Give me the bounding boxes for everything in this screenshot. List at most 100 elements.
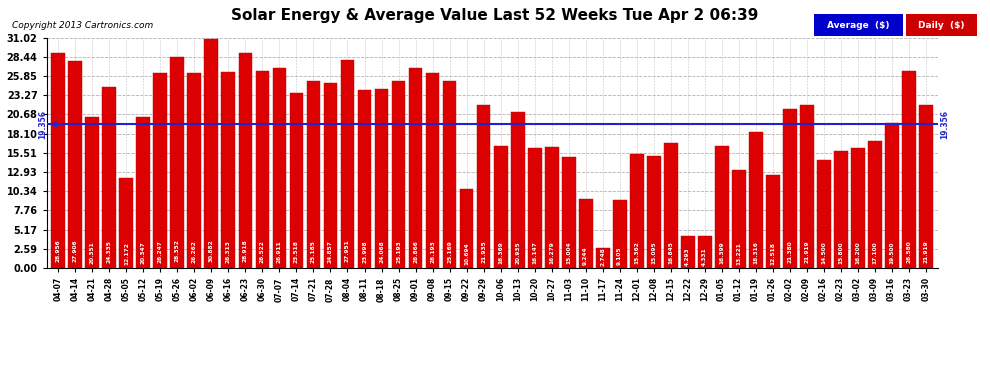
Text: 23.518: 23.518 xyxy=(294,240,299,263)
Bar xyxy=(800,105,814,268)
Bar xyxy=(596,248,610,268)
Bar xyxy=(561,157,575,268)
Bar xyxy=(68,61,82,268)
Bar xyxy=(715,146,729,268)
Text: 26.313: 26.313 xyxy=(226,240,231,263)
Bar xyxy=(544,147,558,268)
Text: 24.857: 24.857 xyxy=(328,240,333,263)
Text: 26.262: 26.262 xyxy=(192,240,197,263)
Text: 28.918: 28.918 xyxy=(243,240,248,262)
Text: 16.845: 16.845 xyxy=(668,241,673,264)
Text: 18.316: 18.316 xyxy=(753,241,758,264)
Bar xyxy=(120,178,134,268)
Bar xyxy=(902,70,916,268)
Text: 28.352: 28.352 xyxy=(175,240,180,262)
Bar xyxy=(341,60,354,268)
Text: 9.244: 9.244 xyxy=(583,247,588,265)
Bar xyxy=(578,200,593,268)
Bar xyxy=(613,200,627,268)
Bar xyxy=(255,71,269,268)
Bar xyxy=(528,148,542,268)
Text: 15.362: 15.362 xyxy=(634,242,640,264)
Bar xyxy=(663,143,677,268)
Text: 23.998: 23.998 xyxy=(362,240,367,263)
Bar xyxy=(85,117,99,268)
Bar xyxy=(885,123,899,268)
Text: 25.169: 25.169 xyxy=(447,240,452,263)
Text: 26.193: 26.193 xyxy=(430,240,435,263)
Text: 28.956: 28.956 xyxy=(55,240,61,262)
Text: 30.882: 30.882 xyxy=(209,239,214,262)
Text: 25.185: 25.185 xyxy=(311,240,316,263)
Bar xyxy=(748,132,762,268)
Text: 12.518: 12.518 xyxy=(770,242,775,265)
Bar xyxy=(170,57,184,268)
Bar xyxy=(187,73,201,268)
Text: 21.919: 21.919 xyxy=(804,241,809,263)
Bar xyxy=(698,236,712,268)
Text: 15.004: 15.004 xyxy=(566,242,571,264)
Text: 27.951: 27.951 xyxy=(345,240,350,262)
Text: 26.911: 26.911 xyxy=(277,240,282,262)
Text: 14.500: 14.500 xyxy=(821,242,826,264)
Text: 13.221: 13.221 xyxy=(737,242,742,265)
Bar xyxy=(374,89,388,268)
Bar xyxy=(153,73,167,268)
Bar xyxy=(443,81,456,268)
Text: 16.279: 16.279 xyxy=(549,242,554,264)
Text: 12.172: 12.172 xyxy=(124,242,129,265)
Bar xyxy=(646,156,660,268)
Bar xyxy=(919,105,933,268)
Text: 19.500: 19.500 xyxy=(889,241,894,264)
Bar xyxy=(765,175,779,268)
Bar xyxy=(630,154,644,268)
Text: 21.919: 21.919 xyxy=(923,241,929,263)
Text: 15.800: 15.800 xyxy=(839,242,843,264)
Text: 9.105: 9.105 xyxy=(617,247,622,265)
Bar xyxy=(680,236,695,268)
Text: 25.193: 25.193 xyxy=(396,240,401,263)
Text: 4.293: 4.293 xyxy=(685,248,690,266)
Text: 26.247: 26.247 xyxy=(158,240,163,263)
Bar xyxy=(409,68,423,268)
Bar xyxy=(732,170,745,268)
Text: 16.369: 16.369 xyxy=(498,242,503,264)
Text: Average  ($): Average ($) xyxy=(827,21,890,30)
Text: 21.935: 21.935 xyxy=(481,241,486,263)
Bar xyxy=(51,53,65,268)
Text: 27.906: 27.906 xyxy=(73,240,78,262)
Bar xyxy=(222,72,236,268)
Text: 15.095: 15.095 xyxy=(651,242,656,264)
Bar xyxy=(511,112,525,268)
Bar xyxy=(324,83,338,268)
Text: 26.866: 26.866 xyxy=(413,240,418,262)
Bar xyxy=(834,151,847,268)
Bar xyxy=(239,53,252,268)
Text: Copyright 2013 Cartronics.com: Copyright 2013 Cartronics.com xyxy=(12,21,153,30)
Text: 16.147: 16.147 xyxy=(532,242,537,264)
Bar xyxy=(307,81,321,268)
Text: 20.351: 20.351 xyxy=(90,241,95,264)
Text: 24.068: 24.068 xyxy=(379,240,384,263)
Text: Daily  ($): Daily ($) xyxy=(919,21,964,30)
Text: 26.522: 26.522 xyxy=(260,240,265,263)
Text: 20.347: 20.347 xyxy=(141,241,146,264)
Bar xyxy=(783,109,797,268)
Text: 26.580: 26.580 xyxy=(906,240,911,262)
Text: 21.380: 21.380 xyxy=(787,241,792,264)
Bar xyxy=(272,68,286,268)
Text: 24.335: 24.335 xyxy=(107,240,112,263)
Bar xyxy=(289,93,304,268)
Text: 16.200: 16.200 xyxy=(855,242,860,264)
Text: 19.356: 19.356 xyxy=(940,110,949,139)
Bar xyxy=(391,81,406,268)
Text: 10.694: 10.694 xyxy=(464,242,469,265)
Bar xyxy=(850,148,864,268)
Bar xyxy=(476,105,490,268)
Bar xyxy=(137,117,150,268)
Bar xyxy=(205,39,219,268)
Bar xyxy=(459,189,473,268)
Bar xyxy=(867,141,881,268)
Text: 19.356: 19.356 xyxy=(38,110,47,139)
Text: 4.331: 4.331 xyxy=(702,247,707,266)
